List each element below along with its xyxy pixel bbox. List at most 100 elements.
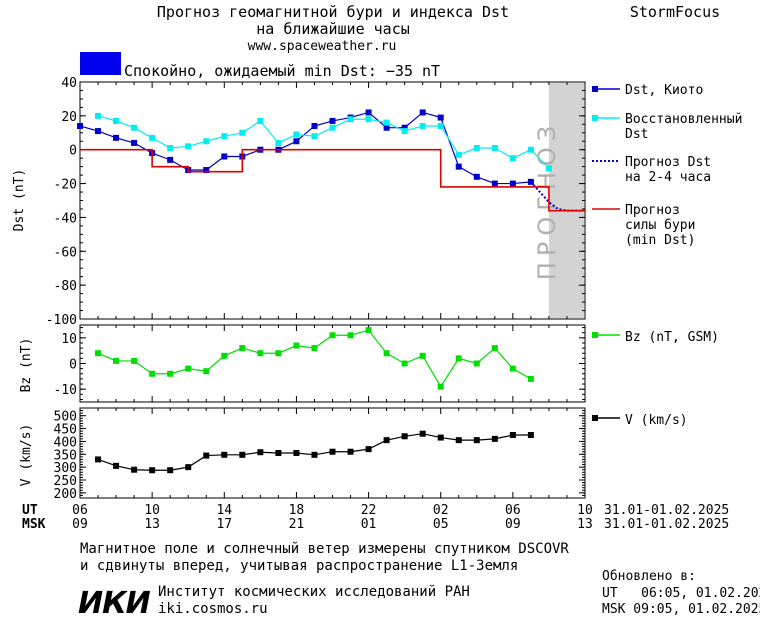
data-point (329, 332, 336, 339)
data-point (473, 360, 480, 367)
data-point (275, 139, 282, 146)
ut-tick-label: 06 (72, 503, 88, 518)
ut-tick-label: 14 (216, 503, 232, 518)
v-ytick-label: 300 (54, 461, 77, 476)
data-point (365, 446, 372, 453)
data-point (527, 375, 534, 382)
data-point (95, 456, 102, 463)
v-ytick-label: 450 (54, 423, 77, 438)
msk-tick-label: 09 (72, 517, 88, 532)
data-point (257, 117, 264, 124)
v-ytick-label: 500 (54, 410, 77, 425)
brand-label: StormFocus (630, 3, 720, 21)
data-point (131, 139, 138, 146)
status-swatch (80, 52, 121, 75)
data-point (311, 123, 318, 130)
msk-tick-label: 13 (577, 517, 593, 532)
dst-ytick-label: -40 (54, 211, 77, 226)
data-point (383, 350, 390, 357)
msk-tick-label: 13 (144, 517, 160, 532)
data-point (419, 109, 426, 116)
ut-tick-label: 02 (433, 503, 449, 518)
data-point (185, 143, 192, 150)
data-point (365, 109, 372, 116)
legend-storm-line3: (min Dst) (625, 233, 695, 248)
data-point (311, 133, 318, 140)
dst-ytick-label: 20 (61, 110, 77, 125)
data-point (329, 117, 336, 124)
ut-axis-label: UT (22, 503, 38, 518)
legend-forecast-line2: на 2-4 часа (625, 170, 711, 185)
legend-v-marker (592, 415, 598, 421)
v-ytick-label: 250 (54, 474, 77, 489)
data-point (455, 151, 462, 158)
data-point (311, 345, 318, 352)
data-point (257, 350, 264, 357)
data-point (167, 467, 174, 474)
data-point (203, 452, 210, 459)
dst-ytick-label: -80 (54, 279, 77, 294)
data-point (185, 365, 192, 372)
data-point (419, 430, 426, 437)
data-point (455, 163, 462, 170)
legend-v: V (km/s) (625, 413, 688, 428)
dst-ytick-label: -60 (54, 245, 77, 260)
chart-title-line2: на ближайшие часы (256, 20, 410, 38)
ut-tick-label: 06 (505, 503, 521, 518)
data-point (509, 155, 516, 162)
data-point (383, 119, 390, 126)
forecast-band (548, 83, 584, 318)
v-ytick-label: 200 (54, 487, 77, 502)
dst-ytick-label: -20 (54, 178, 77, 193)
data-point (293, 138, 300, 145)
data-point (491, 345, 498, 352)
iki-logo: ИКИ (78, 586, 151, 620)
data-point (275, 450, 282, 456)
data-point (509, 365, 516, 372)
data-point (95, 112, 102, 119)
data-point (347, 448, 354, 455)
data-point (473, 173, 480, 180)
data-point (473, 145, 480, 152)
footnote-line1: Магнитное поле и солнечный ветер измерен… (80, 541, 569, 557)
data-point (275, 350, 282, 357)
legend-dst-kyoto: Dst, Киото (625, 83, 703, 98)
chart-title-line1: Прогноз геомагнитной бури и индекса Dst (157, 3, 509, 21)
data-point (437, 123, 444, 130)
data-point (509, 180, 516, 187)
msk-axis-label: MSK (22, 517, 46, 532)
data-point (329, 124, 336, 131)
msk-date-range: 31.01-01.02.2025 (604, 517, 729, 532)
data-point (383, 437, 390, 444)
data-point (149, 134, 156, 141)
legend-bz: Bz (nT, GSM) (625, 330, 719, 345)
data-point (203, 138, 210, 145)
bz-ytick-label: 0 (69, 358, 77, 373)
updated-ut: UT 06:05, 01.02.2025 (602, 586, 760, 601)
bz-ytick-label: -10 (54, 383, 77, 398)
data-point (437, 383, 444, 390)
data-point (455, 437, 462, 444)
legend-restored-marker (592, 115, 598, 121)
data-point (131, 124, 138, 131)
data-point (131, 357, 138, 364)
data-point (149, 370, 156, 377)
data-point (509, 432, 516, 438)
data-point (113, 357, 120, 364)
website-label: www.spaceweather.ru (248, 39, 397, 54)
footnote-line2: и сдвинуты вперед, учитывая распростране… (80, 558, 518, 574)
msk-tick-label: 17 (216, 517, 232, 532)
data-point (329, 448, 336, 455)
data-point (365, 116, 372, 123)
data-point (221, 153, 228, 160)
dst-ytick-label: -100 (46, 313, 77, 328)
data-point (203, 167, 210, 174)
data-point (491, 180, 498, 187)
data-point (347, 116, 354, 123)
data-point (293, 342, 300, 349)
updated-label: Обновлено в: (602, 569, 696, 584)
data-point (383, 124, 390, 131)
msk-tick-label: 09 (505, 517, 521, 532)
bz-y-label: Bz (nT) (19, 338, 34, 393)
